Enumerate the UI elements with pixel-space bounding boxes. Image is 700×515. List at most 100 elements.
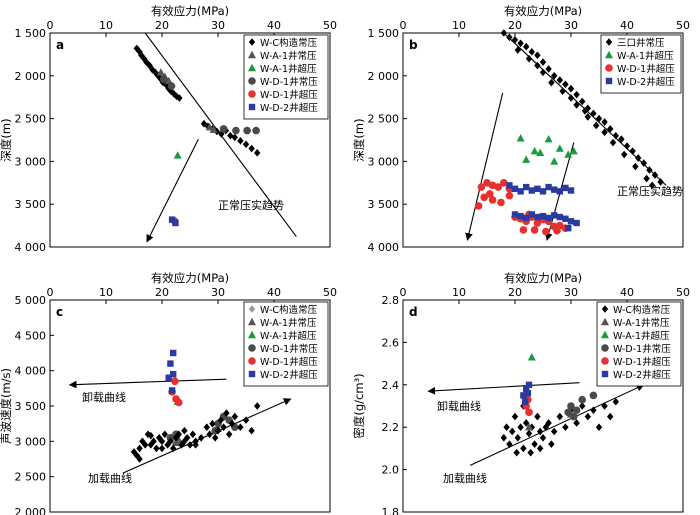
y-axis-title: 深度(m) [352, 118, 366, 161]
data-point [147, 431, 154, 440]
data-point [589, 391, 598, 400]
data-point [578, 395, 586, 404]
annotation: 正常压实趋势 [218, 198, 284, 212]
data-point [171, 377, 179, 386]
x-tick-label: 30 [564, 19, 578, 32]
data-point [534, 51, 541, 60]
x-tick-label: 50 [676, 19, 690, 32]
loading-curve [122, 398, 292, 474]
x-tick-label: 0 [400, 19, 407, 32]
data-point [607, 125, 614, 133]
data-point [607, 412, 614, 421]
x-tick-label: 30 [564, 286, 578, 299]
data-point [556, 76, 563, 84]
data-point [153, 444, 160, 453]
x-tick-label: 40 [620, 286, 634, 299]
data-point [595, 423, 603, 431]
unloading-curve [68, 378, 227, 389]
y-tick-label: 1 500 [368, 27, 400, 40]
legend-marker [248, 103, 256, 111]
data-point [205, 122, 214, 131]
panel-label: d [409, 305, 418, 319]
data-point [525, 429, 533, 438]
data-point [150, 437, 157, 446]
data-point [527, 448, 534, 457]
data-point [567, 94, 575, 102]
data-point [542, 227, 550, 236]
legend-marker [601, 357, 609, 365]
data-point [254, 149, 261, 157]
data-point [237, 423, 244, 431]
data-point [517, 188, 524, 195]
data-point [520, 444, 527, 453]
legend-box [596, 301, 682, 387]
data-point [158, 437, 166, 446]
data-point [500, 179, 508, 187]
data-point [523, 183, 530, 191]
data-point [220, 423, 227, 431]
data-point [551, 427, 558, 436]
data-point [567, 218, 575, 225]
data-point [536, 148, 545, 157]
legend-marker [605, 64, 613, 72]
data-point [527, 353, 536, 361]
data-point [168, 216, 176, 223]
data-point [649, 181, 656, 190]
data-point [209, 125, 218, 133]
data-point [646, 166, 653, 174]
annotation: 正常压实趋势 [617, 184, 683, 198]
x-tick-label: 50 [323, 19, 337, 32]
x-tick-label: 20 [508, 19, 522, 32]
data-point [525, 54, 533, 63]
data-point [539, 68, 547, 77]
y-tick-label: 4 000 [15, 241, 47, 254]
data-point [511, 412, 519, 421]
data-point [174, 435, 183, 444]
legend-label: W-D-1井常压 [260, 76, 318, 88]
data-point [523, 214, 530, 222]
data-point [173, 151, 182, 159]
legend-marker [248, 317, 256, 326]
y-tick-label: 2.4 [382, 379, 400, 392]
data-point [530, 226, 539, 234]
data-point [565, 224, 572, 232]
data-point [643, 174, 650, 183]
y-tick-label: 2 500 [15, 113, 47, 126]
data-point [564, 150, 573, 158]
legend-marker [248, 305, 256, 313]
data-point [534, 213, 541, 221]
data-point [545, 65, 552, 73]
data-point [570, 412, 578, 421]
data-point [172, 434, 180, 442]
legend-marker [248, 38, 256, 46]
data-point [516, 134, 525, 142]
data-point [212, 434, 219, 442]
data-point [621, 150, 628, 159]
x-axis-title: 有效应力(MPa) [504, 271, 582, 285]
y-tick-label: 2.2 [382, 421, 400, 434]
x-tick-label: 50 [676, 286, 690, 299]
plot-frame [402, 299, 684, 513]
legend-marker [605, 77, 613, 85]
x-tick-label: 40 [267, 286, 281, 299]
data-point [519, 226, 528, 234]
data-point [640, 159, 647, 167]
data-point [581, 107, 589, 115]
data-point [474, 202, 483, 210]
data-point [203, 423, 210, 431]
data-point [525, 423, 533, 431]
annotation: 卸载曲线 [437, 399, 481, 413]
legend-marker [601, 317, 609, 326]
data-point [524, 390, 532, 397]
data-point [584, 104, 591, 113]
legend-marker [248, 77, 256, 85]
data-point [534, 185, 541, 192]
legend-marker [248, 330, 256, 339]
legend-label: 三口井常压 [617, 37, 665, 49]
data-point [579, 97, 586, 106]
legend-marker [601, 344, 609, 352]
data-point [226, 430, 233, 439]
x-tick-label: 20 [155, 286, 169, 299]
legend-label: W-D-2井超压 [613, 369, 671, 381]
data-point [559, 87, 566, 96]
